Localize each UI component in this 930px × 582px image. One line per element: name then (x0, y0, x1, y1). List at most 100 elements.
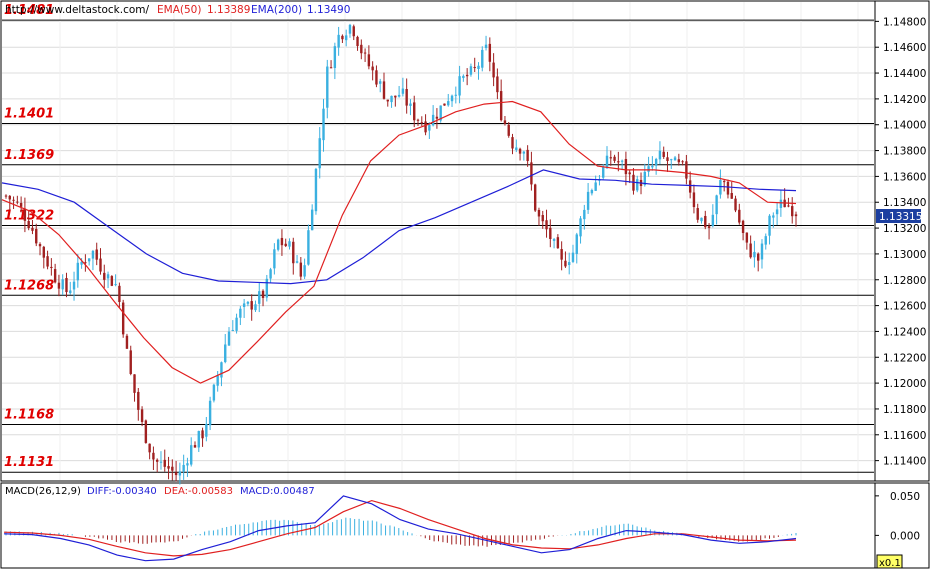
candle-body (594, 182, 597, 191)
zoom-box[interactable] (876, 554, 903, 569)
ema-lines (1, 100, 797, 384)
candle-body (288, 241, 291, 247)
candle-body (121, 302, 125, 335)
candle-body (152, 452, 155, 460)
candle-body (556, 237, 560, 249)
candle-body (69, 290, 72, 294)
candle-body (276, 239, 280, 250)
candle-body (220, 362, 223, 378)
candle-body (182, 464, 185, 472)
candle-body (462, 75, 465, 79)
candle-body (738, 209, 741, 223)
candle-body (360, 44, 363, 54)
candle-body (734, 198, 737, 211)
candle-body (696, 208, 699, 220)
candle-body (53, 269, 57, 283)
price-tick-label: 1.14200 (883, 94, 926, 106)
candle-body (284, 243, 287, 247)
candle-body (617, 161, 620, 163)
candle-body (647, 166, 650, 172)
candle-body (356, 36, 359, 47)
level-label: 1.1168 (4, 407, 54, 422)
price-tick-label: 1.12800 (883, 275, 926, 287)
candle-body (526, 149, 529, 162)
candle-body (190, 445, 193, 465)
candle-body (541, 215, 544, 222)
candle-body (469, 66, 473, 75)
price-axis-labels: 1.14800 1.14600 1.14400 1.14200 1.14000 1.138… (875, 16, 926, 468)
candle-body (685, 161, 688, 179)
candle-body (662, 151, 665, 157)
candle-body (133, 374, 136, 393)
candle-body (651, 165, 654, 168)
candle-body (688, 180, 692, 193)
candle-body (503, 120, 507, 124)
candle-body (76, 262, 80, 281)
price-tick-label: 1.13200 (883, 223, 926, 235)
candle-body (273, 249, 276, 269)
ema50-line (1, 100, 797, 384)
candle-body (643, 171, 647, 186)
candle-body (322, 108, 325, 141)
macd-value-label: MACD:0.00487 (240, 486, 315, 497)
candle-body (394, 95, 397, 98)
candle-body (760, 243, 764, 260)
macd-indicator: 0.050 0.000 (3, 491, 920, 562)
candle-body (261, 290, 265, 298)
candle-body (110, 276, 114, 286)
candle-body (140, 409, 144, 422)
candle-body (420, 122, 423, 124)
candle-body (401, 88, 405, 94)
candle-body (363, 52, 367, 54)
candle-body (371, 66, 374, 71)
candle-body (106, 274, 110, 279)
ema200-line (1, 169, 797, 285)
candle-body (299, 262, 303, 277)
price-tick-label: 1.11400 (883, 456, 926, 468)
zoom-label[interactable]: x0.1 (879, 558, 901, 569)
candle-body (715, 195, 718, 215)
candle-body (242, 303, 246, 307)
candle-body (530, 162, 533, 185)
level-label: 1.1369 (4, 148, 54, 163)
candle-body (344, 35, 348, 41)
candle-body (65, 278, 68, 293)
grid-lines (2, 2, 874, 480)
price-tick-label: 1.13800 (883, 146, 926, 158)
candle-body (250, 301, 253, 310)
candle-body (239, 308, 242, 318)
level-label: 1.1131 (4, 455, 54, 470)
site-label[interactable]: http://www.deltastock.com/ (5, 4, 150, 16)
macd-axis-frame (874, 482, 930, 569)
candle-body (533, 184, 537, 211)
candle-body (511, 137, 514, 149)
candle-body (303, 265, 306, 277)
candle-body (159, 461, 163, 463)
candle-body (148, 443, 151, 453)
candle-body (329, 67, 333, 69)
candle-body (27, 221, 30, 229)
candle-body (681, 161, 684, 163)
candle-body (405, 89, 408, 106)
candle-body (496, 76, 499, 93)
price-tick-label: 1.14600 (883, 42, 926, 54)
candle-body (764, 236, 767, 245)
candle-body (673, 157, 677, 161)
price-tick-label: 1.13000 (883, 249, 926, 261)
candle-body (35, 228, 38, 244)
candle-body (224, 344, 227, 363)
candle-body (545, 220, 548, 230)
candle-body (428, 124, 431, 131)
candle-body (258, 291, 261, 304)
candle-body (125, 335, 129, 349)
candle-body (61, 279, 64, 290)
candle-body (794, 214, 798, 217)
candle-body (386, 99, 389, 102)
candle-body (507, 124, 510, 136)
candle-body (95, 249, 98, 260)
candle-body (382, 81, 386, 99)
candle-body (522, 151, 526, 154)
candle-body (227, 331, 231, 346)
price-tick-label: 1.14400 (883, 68, 926, 80)
